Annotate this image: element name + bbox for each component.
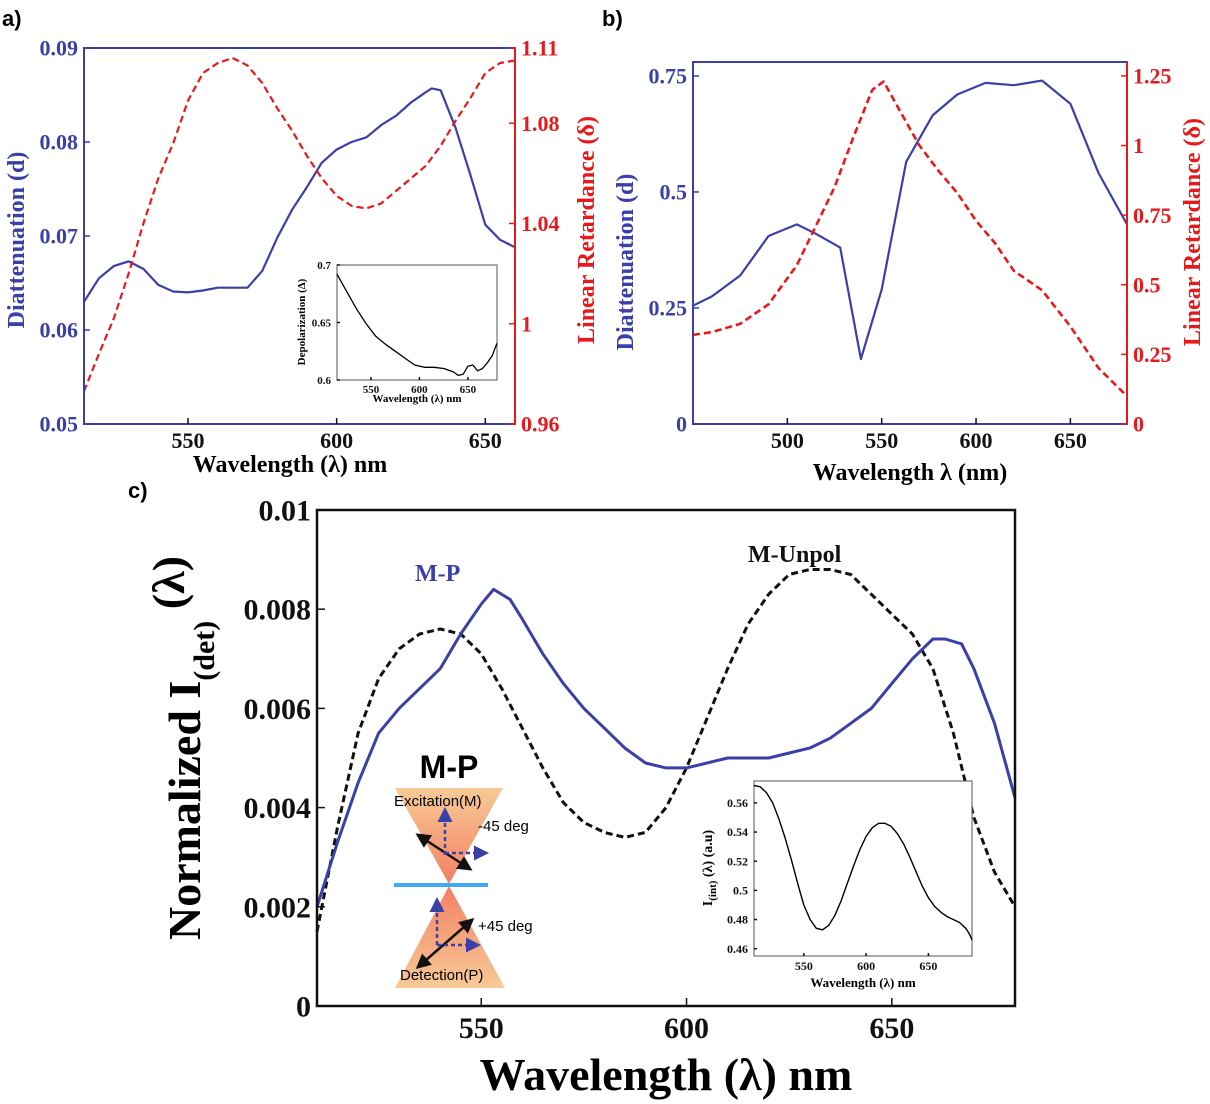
panel-a-ytick-label-left: 0.09	[40, 36, 79, 61]
panel-a-inset-xtick-label: 650	[460, 384, 477, 396]
panel-b-ytick-label-left: 0.75	[649, 64, 688, 89]
panel-c-xlabel: Wavelength (λ) nm	[480, 1049, 853, 1100]
panel-a-inset-xlabel: Wavelength (λ) nm	[372, 393, 461, 405]
panel-b-ytick-label-right: 1	[1133, 133, 1144, 158]
detection-pol-arrow	[415, 918, 475, 969]
panel-b-ytick-label-right: 0.25	[1133, 342, 1172, 367]
panel-c-ytick-label-left: 0	[296, 991, 311, 1024]
panel-c-ylabel-main: Normalized I	[159, 681, 210, 940]
panel-a-diattenuation-line	[83, 87, 516, 303]
panel-c-xtick-label: 550	[459, 1012, 504, 1045]
panel-a-ytick-label-right: 1.04	[521, 211, 560, 236]
panel-a-xtick-label: 600	[320, 428, 353, 453]
panel-c-inset-line	[753, 784, 973, 941]
panel-b-label: b)	[602, 6, 623, 31]
panel-b: b) 500 550 600 650 0 0.25 0.5 0.75 0 0.25 0.5 0.75 1…	[602, 6, 1206, 486]
panel-b-ylabel-left: Diattenuation (d)	[613, 174, 639, 351]
panel-c-ytick-label-left: 0.006	[244, 693, 312, 726]
panel-a-ylabel-left: Diattenuation (d)	[4, 152, 30, 329]
panel-c-inset-ytick-label-left: 0.48	[727, 913, 748, 927]
panel-a-inset-ytick-label-left: 0.7	[317, 260, 331, 272]
panel-c-m-p-line	[315, 587, 1017, 908]
panel-b-frame	[692, 61, 1128, 425]
panel-c-frame	[315, 508, 1017, 1008]
panel-a-ytick-label-right: 1.08	[521, 111, 560, 136]
panel-c-inset-xtick-label: 650	[919, 959, 937, 973]
panel-a-xtick-label: 650	[469, 428, 502, 453]
panel-b-ytick-label-right: 0	[1133, 412, 1144, 437]
panel-b-xlabel: Wavelength λ (nm)	[813, 460, 1007, 486]
panel-c-ylabel-suffix: (λ)	[143, 556, 194, 609]
panel-a-xtick-label: 550	[172, 428, 205, 453]
panel-c-label: c)	[128, 478, 148, 503]
panel-a-xlabel: Wavelength (λ) nm	[193, 452, 387, 478]
panel-b-xtick-label: 500	[771, 428, 804, 453]
panel-a-inset-xtick-label: 600	[411, 384, 428, 396]
panel-c-inset-xlabel: Wavelength (λ) nm	[810, 975, 915, 990]
panel-a-retardance-line	[82, 56, 516, 392]
legend-m-unpol: M-Unpol	[748, 542, 842, 568]
panel-c-inset-ytick-label-left: 0.54	[727, 825, 748, 839]
panel-b-ytick-label-right: 0.5	[1133, 272, 1161, 297]
panel-a-ytick-label-left: 0.06	[40, 318, 79, 343]
panel-c-inset-ytick-label-left: 0.56	[727, 796, 748, 810]
panel-a: a) 550 600 650 0.05 0.06 0.07 0.08 0.09 0.96 1 1.0…	[2, 6, 600, 478]
panel-a-label: a)	[2, 6, 22, 31]
panel-b-xtick-label: 600	[960, 428, 993, 453]
panel-c-inset-ylabel: I	[701, 901, 716, 906]
panel-c-inset: 550 600 650 0.46 0.48 0.5 0.52 0.54 0.56 Wavelen…	[701, 780, 973, 990]
panel-b-retardance-line	[692, 80, 1128, 398]
panel-a-ytick-label-right: 1.11	[521, 36, 558, 61]
angle-bottom-label: +45 deg	[478, 918, 533, 935]
panel-a-inset: 550 600 650 0.6 0.65 0.7 Wavelength (λ) nm De…	[296, 260, 498, 405]
panel-c-ytick-label-left: 0.01	[259, 495, 312, 528]
panel-b-ytick-label-right: 0.75	[1133, 203, 1172, 228]
panel-c-ylabel: Normalized I(det) (λ)	[143, 556, 221, 940]
panel-c-inset-ytick-label-left: 0.5	[733, 884, 748, 898]
panel-c-xtick-label: 600	[664, 1012, 709, 1045]
panel-c-ytick-label-left: 0.008	[244, 594, 312, 627]
diagram-title: M-P	[420, 749, 479, 785]
panel-c-xtick-label: 650	[869, 1012, 914, 1045]
panel-a-inset-ytick-label-left: 0.65	[312, 317, 332, 329]
svg-text:I(int) (λ) (a.u): I(int) (λ) (a.u)	[701, 829, 719, 906]
mp-diagram: M-P Excitation(M) Detection(P) -45 deg +…	[394, 749, 533, 988]
panel-b-xtick-label: 650	[1054, 428, 1087, 453]
panel-c-ytick-label-left: 0.004	[244, 792, 312, 825]
panel-c-ytick-label-left: 0.002	[244, 891, 312, 924]
panel-a-ytick-label-left: 0.05	[40, 412, 79, 437]
panel-c-inset-ytick-label-left: 0.46	[727, 942, 748, 956]
panel-b-diattenuation-line	[692, 79, 1128, 361]
panel-b-xtick-label: 550	[865, 428, 898, 453]
panel-b-ytick-label-left: 0.25	[649, 296, 688, 321]
angle-top-label: -45 deg	[478, 818, 529, 835]
panel-a-ytick-label-right: 1	[521, 311, 532, 336]
panel-c-m-unpol-line	[315, 568, 1017, 932]
panel-c: c) 550 600 650 0 0.002 0.004 0.006 0.008 0.01 Wa…	[128, 478, 1017, 1100]
panel-c-inset-xtick-label: 550	[795, 959, 813, 973]
panel-b-ylabel-right: Linear Retardance (δ)	[1180, 118, 1206, 346]
panel-b-ytick-label-left: 0.5	[660, 180, 688, 205]
panel-a-inset-ylabel: Depolarization (Δ)	[296, 278, 308, 365]
panel-a-ytick-label-right: 0.96	[521, 412, 560, 437]
panel-a-inset-xtick-label: 550	[363, 384, 380, 396]
panel-a-ylabel-right: Linear Retardance (δ)	[574, 116, 600, 344]
panel-c-inset-ylabel-sub: (int)	[707, 880, 719, 901]
svg-text:Normalized I(det) (λ): Normalized I(det) (λ)	[143, 556, 221, 940]
panel-a-ytick-label-left: 0.08	[40, 130, 79, 155]
panel-c-inset-ylabel-suffix: (λ) (a.u)	[701, 829, 716, 877]
panel-b-ytick-label-right: 1.25	[1133, 64, 1172, 89]
panel-a-inset-line	[336, 273, 498, 377]
panel-a-inset-ytick-label-left: 0.6	[317, 375, 331, 387]
legend-m-p: M-P	[415, 561, 460, 587]
panel-c-ylabel-sub: (det)	[188, 621, 221, 681]
panel-a-ytick-label-left: 0.07	[40, 224, 79, 249]
excitation-label: Excitation(M)	[394, 793, 482, 810]
detection-label: Detection(P)	[400, 967, 483, 984]
panel-c-inset-ytick-label-left: 0.52	[727, 854, 748, 868]
panel-c-inset-xtick-label: 600	[857, 959, 875, 973]
panel-b-ytick-label-left: 0	[676, 412, 687, 437]
